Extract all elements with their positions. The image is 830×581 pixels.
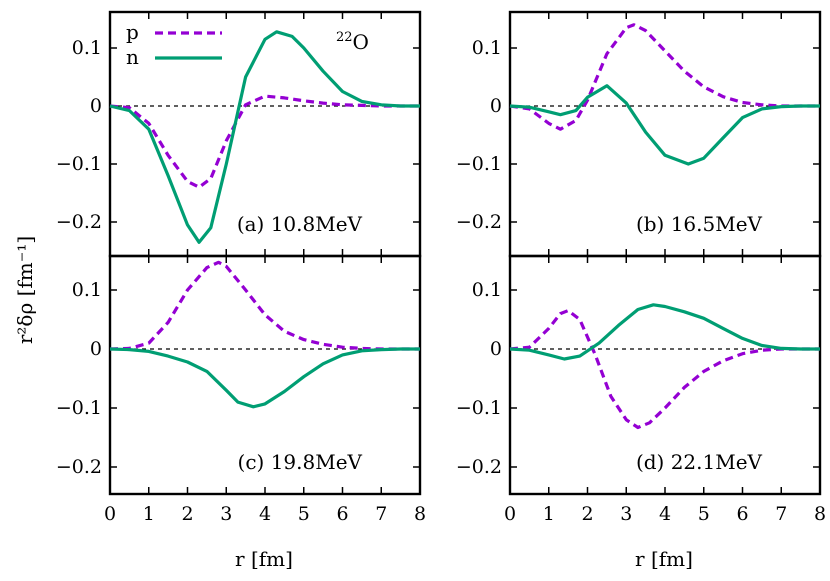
series-line-n bbox=[109, 30, 420, 244]
series-line-p bbox=[109, 94, 420, 189]
x-axis-label-right: r [fm] bbox=[635, 547, 693, 571]
x-tick-label: 3 bbox=[620, 503, 632, 525]
y-tick-label: 0.1 bbox=[72, 37, 102, 59]
panel-3: −0.2 −0.1 0 0.1 0 1 2 3 4 5 6 7 8 (d) 22.1MeV bbox=[456, 254, 826, 525]
x-tick-label: 6 bbox=[736, 503, 748, 525]
y-tick-label: −0.1 bbox=[56, 153, 102, 175]
panel-0: −0.2 −0.1 0 0.1 (a) 10.8MeV bbox=[56, 10, 422, 258]
x-tick-label: 7 bbox=[375, 503, 387, 525]
x-tick-label: 1 bbox=[543, 503, 555, 525]
x-tick-label: 0 bbox=[104, 503, 116, 525]
panel-label: (a) 10.8MeV bbox=[237, 212, 363, 236]
y-tick-label: 0 bbox=[90, 338, 102, 360]
x-tick-label: 5 bbox=[698, 503, 710, 525]
series-line-n bbox=[509, 303, 820, 361]
y-tick-label: −0.1 bbox=[56, 397, 102, 419]
y-tick-label: 0 bbox=[490, 338, 502, 360]
x-tick-label: 8 bbox=[814, 503, 826, 525]
panel-1: −0.2 −0.1 0 0.1 (b) 16.5MeV bbox=[456, 10, 822, 258]
y-tick-label: −0.2 bbox=[56, 211, 102, 233]
panel-label: (b) 16.5MeV bbox=[636, 212, 763, 236]
x-tick-label: 2 bbox=[581, 503, 593, 525]
y-tick-label: −0.2 bbox=[456, 456, 502, 478]
nucleus-symbol: O bbox=[353, 30, 369, 54]
x-tick-label: 7 bbox=[775, 503, 787, 525]
y-tick-label: −0.1 bbox=[456, 397, 502, 419]
y-tick-label: 0 bbox=[490, 95, 502, 117]
legend-label-n: n bbox=[126, 45, 139, 69]
x-tick-label: 2 bbox=[181, 503, 193, 525]
x-tick-label: 4 bbox=[259, 503, 271, 525]
y-tick-label: −0.2 bbox=[56, 456, 102, 478]
y-axis-label: r²δρ [fm⁻¹] bbox=[13, 236, 37, 344]
y-tick-label: 0.1 bbox=[472, 37, 502, 59]
x-tick-label: 6 bbox=[336, 503, 348, 525]
series-line-p bbox=[109, 260, 420, 351]
x-tick-label: 1 bbox=[143, 503, 155, 525]
x-tick-label: 0 bbox=[504, 503, 516, 525]
x-tick-label: 8 bbox=[414, 503, 426, 525]
series-line-n bbox=[109, 347, 420, 409]
x-axis-label-left: r [fm] bbox=[235, 547, 293, 571]
panel-2: −0.2 −0.1 0 0.1 0 1 2 3 4 5 6 7 8 (c) 19.8MeV bbox=[56, 254, 426, 525]
y-tick-label: −0.1 bbox=[456, 153, 502, 175]
x-tick-label: 4 bbox=[659, 503, 671, 525]
x-tick-label: 5 bbox=[298, 503, 310, 525]
panels: −0.2 −0.1 0 0.1 (a) 10.8MeV −0.2 −0.1 0 0.1 (b) 1… bbox=[56, 10, 826, 525]
panel-label: (d) 22.1MeV bbox=[636, 450, 763, 474]
y-tick-label: −0.2 bbox=[456, 211, 502, 233]
nucleus-mass-number: 22 bbox=[336, 30, 353, 45]
panel-label: (c) 19.8MeV bbox=[238, 450, 363, 474]
y-tick-label: 0.1 bbox=[472, 279, 502, 301]
legend-label-p: p bbox=[126, 20, 139, 44]
series-line-n bbox=[509, 84, 820, 166]
y-tick-label: 0.1 bbox=[72, 279, 102, 301]
y-tick-label: 0 bbox=[90, 95, 102, 117]
legend: p n bbox=[126, 20, 222, 69]
x-tick-label: 3 bbox=[220, 503, 232, 525]
series-line-p bbox=[509, 23, 820, 131]
series-line-p bbox=[509, 309, 820, 430]
nucleus-label: 22O bbox=[336, 30, 369, 54]
